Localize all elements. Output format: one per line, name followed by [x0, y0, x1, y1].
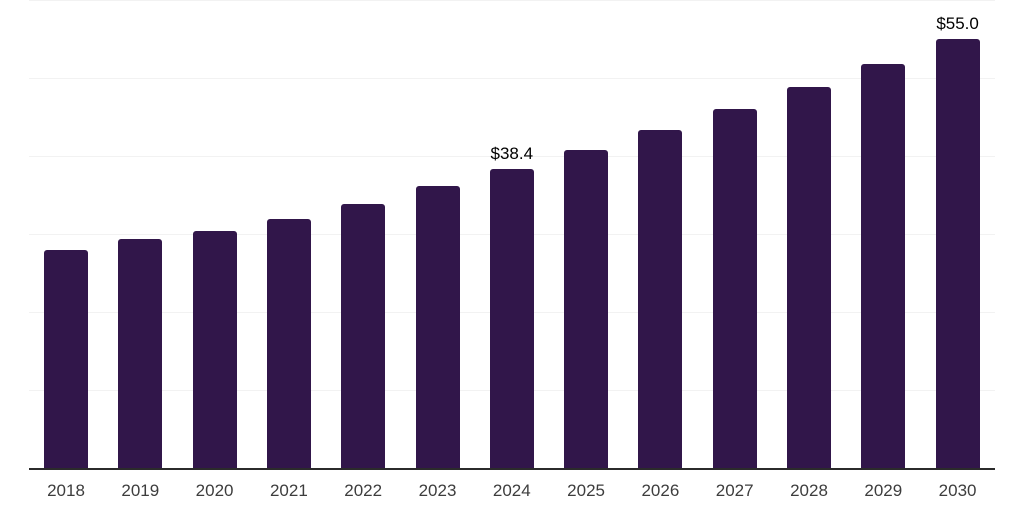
bar-2030 — [935, 39, 980, 468]
x-tick-2018: 2018 — [47, 481, 85, 500]
x-tick-2025: 2025 — [567, 481, 606, 500]
x-tick-2019: 2019 — [121, 481, 160, 500]
bar-2021 — [266, 219, 311, 468]
value-label-2030: $55.0 — [936, 14, 979, 33]
bar-2018 — [44, 250, 88, 468]
x-tick-2028: 2028 — [790, 481, 828, 500]
x-tick-2029: 2029 — [864, 481, 903, 500]
x-tick-2023: 2023 — [418, 481, 457, 500]
x-axis-line — [29, 468, 995, 470]
bar-2028 — [787, 87, 831, 468]
bar-2020 — [192, 230, 237, 468]
x-tick-2027: 2027 — [715, 481, 754, 500]
bar-2023 — [415, 186, 460, 468]
x-tick-2021: 2021 — [269, 481, 308, 500]
x-tick-2030: 2030 — [938, 481, 977, 500]
bar-2029 — [861, 64, 906, 468]
x-tick-2024: 2024 — [492, 481, 531, 500]
value-label-2024: $38.4 — [490, 143, 534, 163]
x-tick-2022: 2022 — [344, 481, 383, 500]
gridline-50 — [29, 78, 995, 79]
bar-2027 — [712, 109, 757, 468]
x-tick-2020: 2020 — [195, 481, 234, 500]
bar-2019 — [118, 238, 163, 468]
x-tick-2026: 2026 — [641, 481, 680, 500]
bar-2024 — [489, 168, 534, 468]
bar-2022 — [341, 203, 386, 468]
gridline-60 — [29, 0, 995, 1]
bar-2026 — [638, 130, 683, 468]
bar-2025 — [564, 149, 609, 468]
gridline-40 — [29, 156, 995, 157]
plot-area: $38.4 $55.0 — [29, 0, 995, 468]
